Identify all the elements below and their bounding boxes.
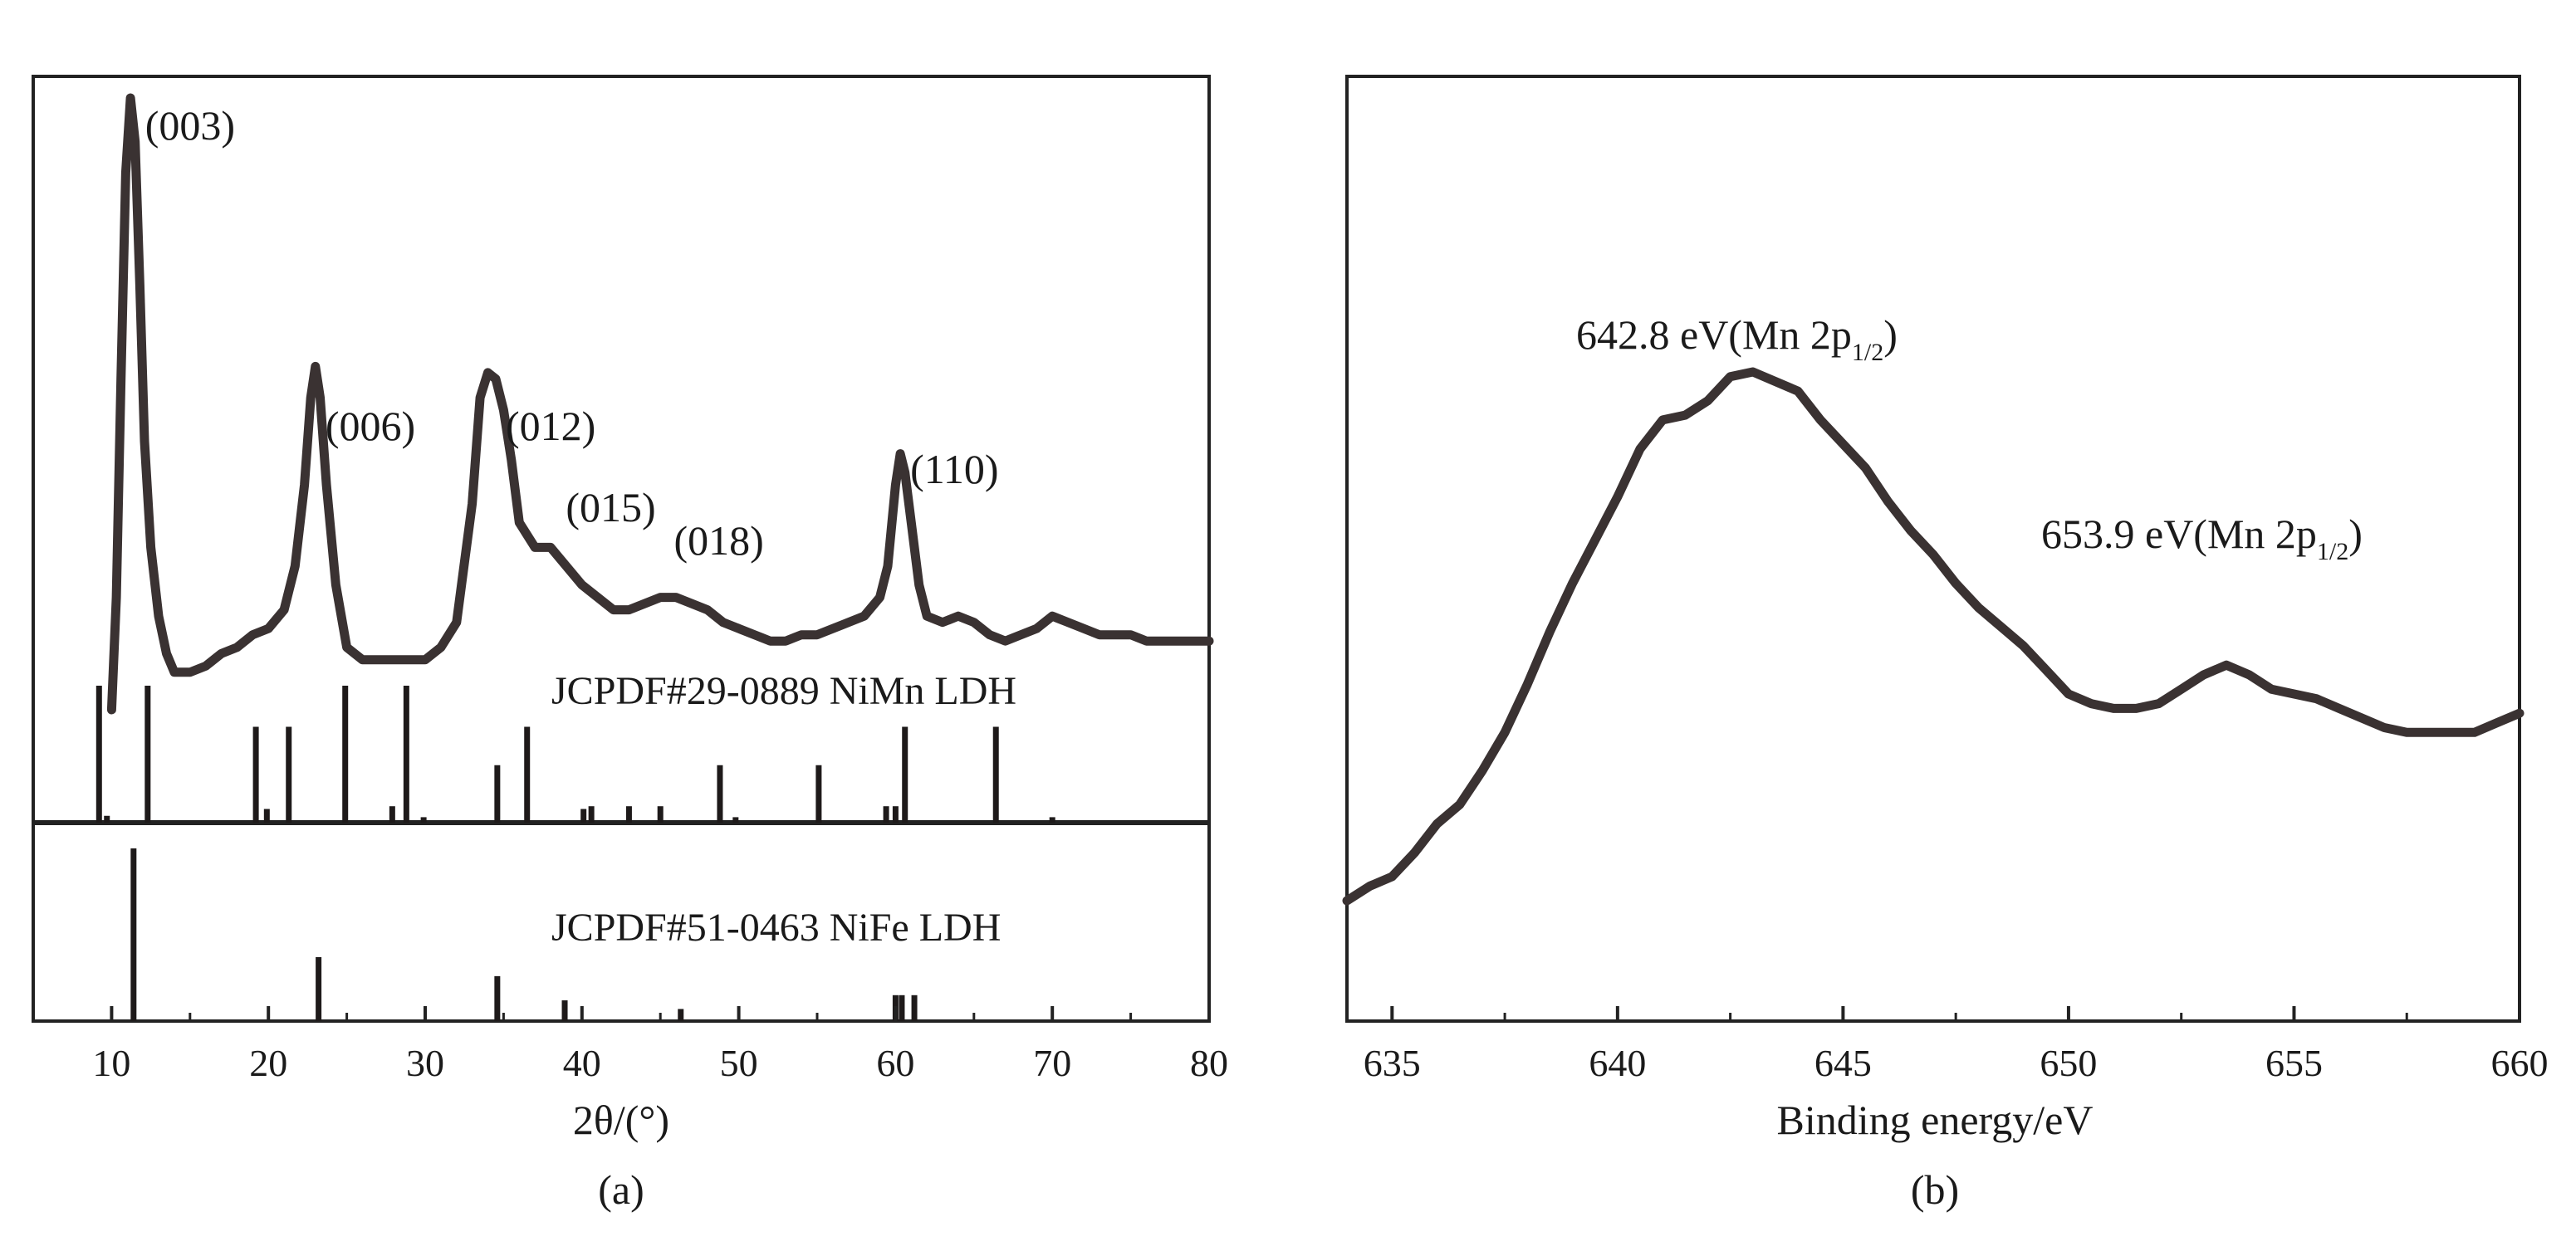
x-tick-label: 635: [1364, 1042, 1421, 1084]
x-tick-label: 60: [876, 1042, 914, 1084]
peak-label: (006): [326, 403, 415, 449]
x-tick-label: 70: [1033, 1042, 1071, 1084]
xrd-curve: [106, 93, 1214, 715]
x-tick-label: 20: [249, 1042, 287, 1084]
panel-a-label: (a): [598, 1166, 644, 1213]
x-tick-label: 645: [1814, 1042, 1872, 1084]
panel-b-xps-chart: 642.8 eV(Mn 2p1/2) 653.9 eV(Mn 2p1/2) 63…: [1342, 75, 2549, 1213]
annot-1-suffix: ): [2348, 511, 2363, 557]
x-tick-label: 50: [720, 1042, 758, 1084]
reference-label-nimn: JCPDF#29-0889 NiMn LDH: [551, 669, 1016, 713]
annot-0-suffix: ): [1883, 311, 1898, 358]
panel-b-frame: [1345, 75, 2521, 1023]
peak-labels: (003) (006) (012) (015) (018) (110): [145, 102, 999, 564]
panel-a-x-ticks: 10 20 30 40 50 60 70 80: [92, 1006, 1228, 1084]
peak-label: (110): [910, 446, 998, 492]
reference-label-nife: JCPDF#51-0463 NiFe LDH: [551, 906, 1001, 950]
peak-annotation-642: 642.8 eV(Mn 2p1/2): [1576, 311, 1898, 366]
panel-a-frame: [32, 75, 1211, 1023]
peak-label: (015): [566, 484, 655, 530]
panel-b-label: (b): [1911, 1166, 1959, 1213]
annot-1-main: 653.9 eV(Mn 2p: [2041, 511, 2317, 557]
panel-b-x-axis-label: Binding energy/eV: [1777, 1097, 2094, 1143]
x-tick-label: 655: [2265, 1042, 2323, 1084]
peak-label: (003): [145, 102, 235, 149]
x-tick-label: 650: [2040, 1042, 2097, 1084]
peak-annotation-653: 653.9 eV(Mn 2p1/2): [2041, 511, 2363, 565]
x-tick-label: 40: [563, 1042, 601, 1084]
xps-curve: [1342, 367, 2525, 906]
x-tick-label: 640: [1589, 1042, 1646, 1084]
annot-0-sub: 1/2: [1852, 339, 1883, 366]
panel-b-x-ticks: 635 640 645 650 655 660: [1364, 1006, 2549, 1084]
annot-0-main: 642.8 eV(Mn 2p: [1576, 311, 1852, 358]
panel-a-x-axis-label: 2θ/(°): [573, 1097, 669, 1143]
annot-1-sub: 1/2: [2317, 538, 2348, 565]
x-tick-label: 30: [406, 1042, 444, 1084]
reference-pattern-nimn: [95, 686, 1055, 823]
peak-label: (012): [506, 403, 595, 449]
x-tick-label: 660: [2491, 1042, 2549, 1084]
x-tick-label: 10: [92, 1042, 130, 1084]
panel-a-xrd-chart: (003) (006) (012) (015) (018) (110) JCPDF#29-…: [32, 75, 1228, 1213]
x-tick-label: 80: [1190, 1042, 1228, 1084]
peak-label: (018): [674, 517, 764, 564]
